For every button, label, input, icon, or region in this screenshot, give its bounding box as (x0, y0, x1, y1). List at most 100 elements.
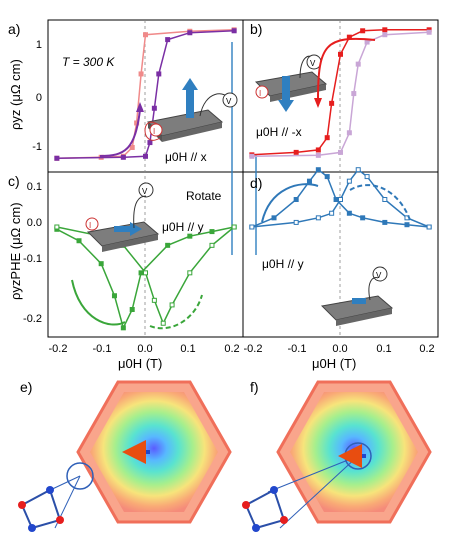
data-point-b-0-2 (315, 147, 321, 153)
xtick-label-left: -0.1 (93, 343, 112, 355)
xtick-label-right: 0.0 (332, 343, 347, 355)
data-point-b-0-1 (293, 149, 299, 155)
current-label-a: I (153, 127, 155, 136)
x-axis-label-right: μ0H (T) (312, 356, 356, 371)
sweep-arrow-d-left (261, 183, 319, 223)
voltage-label-c: V (142, 187, 148, 196)
series-line-a-0 (56, 29, 235, 160)
data-point-a-0-6 (143, 32, 148, 38)
data-point-d-0-3 (306, 178, 312, 184)
hexagon-e-fill (90, 392, 218, 512)
panel-label-d: d) (250, 175, 262, 191)
data-point-b-0-8 (382, 27, 388, 33)
spin-texture-e (18, 380, 232, 532)
field-label-c: μ0H // y (162, 220, 204, 234)
xtick-label-right: -0.2 (244, 343, 263, 355)
panel-label-e: e) (20, 379, 32, 395)
data-point-b-1-7 (382, 32, 388, 38)
sweep-arrow-c-right (149, 294, 203, 330)
kagome-cluster-e (20, 488, 62, 530)
data-point-c-0-1 (76, 238, 82, 244)
data-point-d-0-7 (346, 210, 352, 216)
data-point-a-0-5 (138, 71, 144, 77)
voltage-label-a: V (226, 97, 232, 106)
data-point-a-1-8 (231, 28, 237, 34)
data-point-a-0-3 (129, 144, 135, 150)
data-point-c-0-5 (129, 307, 135, 312)
magnetization-arrow-a (186, 88, 194, 118)
device-sketch-b: I V (254, 54, 328, 112)
data-point-c-1-8 (209, 242, 215, 248)
data-point-d-1-3 (329, 210, 335, 216)
zoom-line-f2 (279, 455, 359, 529)
data-point-d-0-8 (360, 215, 366, 221)
panel-label-b: b) (250, 21, 262, 37)
voltage-label-b: V (310, 59, 316, 68)
data-point-d-1-5 (346, 178, 352, 184)
data-point-d-1-6 (355, 167, 361, 173)
data-point-c-0-7 (165, 242, 171, 248)
device-sketch-d: V (320, 266, 394, 326)
data-point-d-0-5 (324, 174, 330, 180)
current-probe-b (255, 85, 269, 99)
data-point-b-1-4 (351, 91, 357, 97)
data-point-d-0-1 (271, 215, 277, 221)
data-point-d-0-6 (333, 197, 339, 202)
current-label-b: I (259, 89, 261, 98)
top-y-axis-label: ρyz (μΩ cm) (8, 59, 23, 130)
data-point-c-1-4 (151, 297, 157, 303)
current-label-c: I (89, 221, 91, 230)
sweep-arrow-c-left (71, 279, 126, 326)
data-point-d-1-8 (382, 197, 388, 202)
x-axis-label-left: μ0H (T) (118, 356, 162, 371)
frame-a (47, 19, 244, 173)
data-point-d-1-1 (293, 219, 299, 225)
temperature-label: T = 300 K (62, 55, 115, 69)
data-point-b-0-3 (324, 135, 330, 141)
data-point-c-1-7 (187, 270, 193, 276)
data-point-b-0-5 (338, 51, 343, 57)
rotate-label: Rotate (186, 189, 222, 203)
data-point-c-1-3 (143, 270, 148, 276)
field-label-a: μ0H // x (165, 150, 207, 164)
data-point-b-1-0 (249, 153, 255, 159)
data-point-a-1-5 (156, 71, 162, 77)
data-point-b-0-4 (329, 100, 335, 106)
xtick-label-left: 0.0 (137, 343, 152, 355)
data-point-d-0-9 (382, 219, 388, 225)
bottom-ytick-label: -0.2 (23, 313, 42, 325)
current-probe-a (149, 123, 163, 137)
frame-d (242, 171, 439, 338)
data-point-b-1-3 (346, 130, 352, 136)
top-ytick-label: -1 (32, 141, 42, 153)
data-point-c-0-2 (98, 261, 104, 267)
spin-texture-f (242, 380, 432, 532)
sweep-arrow-a (99, 109, 141, 157)
xtick-label-left: 0.2 (224, 343, 239, 355)
data-series (54, 27, 432, 331)
data-point-c-0-8 (187, 233, 193, 239)
data-point-c-0-9 (209, 229, 215, 235)
data-point-c-0-6 (138, 270, 144, 276)
data-point-a-1-4 (151, 105, 157, 111)
data-point-c-1-0 (54, 224, 60, 230)
data-point-a-1-6 (165, 37, 171, 43)
top-ytick-label: 0 (36, 92, 42, 104)
data-point-a-1-3 (147, 140, 153, 146)
data-point-c-1-9 (231, 224, 237, 230)
data-point-d-0-10 (404, 222, 410, 228)
panel-label-f: f) (250, 379, 259, 395)
data-point-d-0-2 (293, 197, 299, 202)
voltage-probe-a (222, 92, 238, 108)
bottom-ytick-label: 0.0 (27, 217, 42, 229)
xtick-label-left: -0.2 (49, 343, 68, 355)
data-point-d-1-0 (249, 224, 255, 230)
xtick-label-right: 0.1 (376, 343, 391, 355)
data-point-b-1-8 (426, 29, 432, 35)
device-sketch-c: I V (85, 182, 160, 252)
voltage-label-d: V (376, 271, 382, 280)
series-line-b-0 (251, 29, 430, 156)
xtick-label-right: 0.2 (419, 343, 434, 355)
